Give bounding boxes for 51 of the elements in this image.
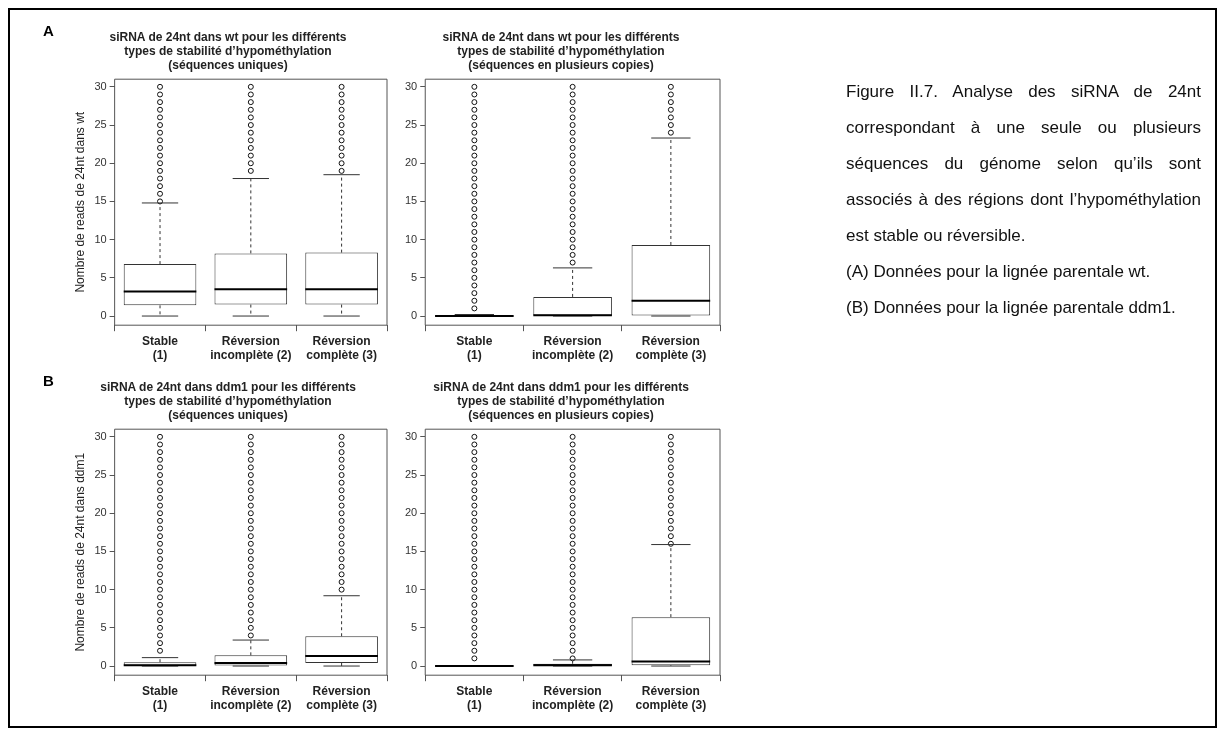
chart-title: siRNA de 24nt dans wt pour les différents types de stabilité d’hypométhylation (séquences uniques) <box>109 29 347 73</box>
x-tick-label: Stable (1) <box>456 333 493 363</box>
y-tick-label: 10 <box>404 582 418 595</box>
y-tick-label: 0 <box>100 659 107 672</box>
y-tick-label: 20 <box>404 156 418 169</box>
y-tick-label: 25 <box>404 118 418 131</box>
x-tick-label: Réversion incomplète (2) <box>210 683 292 713</box>
y-axis-title: Nombre de reads de 24nt dans wt <box>72 111 87 293</box>
chart-title: siRNA de 24nt dans ddm1 pour les différents types de stabilité d’hypométhylation (séquences uniques) <box>100 379 357 423</box>
y-tick-label: 0 <box>100 309 107 322</box>
y-tick-label: 25 <box>404 468 418 481</box>
text: (A) Données pour la lignée parentale wt. <box>846 261 1152 283</box>
y-tick-label: 30 <box>94 79 107 92</box>
y-axis-title: Nombre de reads de 24nt dans ddm1 <box>72 452 87 652</box>
y-tick-label: 5 <box>100 270 107 283</box>
y-tick-label: 15 <box>94 194 107 207</box>
chart-title: siRNA de 24nt dans wt pour les différents types de stabilité d’hypométhylation (séquences en plusieurs copies) <box>442 29 680 73</box>
x-tick-label: Stable (1) <box>142 683 179 713</box>
x-tick-label: Réversion incomplète (2) <box>531 683 614 713</box>
x-tick-label: Stable (1) <box>142 333 179 363</box>
x-tick-label: Réversion incomplète (2) <box>210 333 292 363</box>
y-tick-label: 0 <box>411 309 418 322</box>
x-tick-label: Réversion complète (3) <box>635 683 707 713</box>
chart-title: siRNA de 24nt dans ddm1 pour les différents types de stabilité d’hypométhylation (séquences en plusieurs copies) <box>433 379 690 423</box>
y-tick-label: 25 <box>94 468 107 481</box>
text: B <box>43 372 54 389</box>
text: A <box>43 22 54 39</box>
y-tick-label: 30 <box>94 429 107 442</box>
y-tick-label: 15 <box>404 194 418 207</box>
x-tick-label: Stable (1) <box>456 683 493 713</box>
x-tick-label: Réversion complète (3) <box>306 333 377 363</box>
y-tick-label: 15 <box>94 544 107 557</box>
y-tick-label: 5 <box>411 620 418 633</box>
y-tick-label: 25 <box>94 118 107 131</box>
y-tick-label: 30 <box>404 429 418 442</box>
x-tick-label: Réversion incomplète (2) <box>531 333 614 363</box>
y-tick-label: 20 <box>404 506 418 519</box>
y-tick-label: 0 <box>411 659 418 672</box>
y-tick-label: 20 <box>94 156 107 169</box>
y-tick-label: 5 <box>411 270 418 283</box>
y-tick-label: 10 <box>94 232 107 245</box>
x-tick-label: Réversion complète (3) <box>635 333 707 363</box>
y-tick-label: 20 <box>94 506 107 519</box>
x-tick-label: Réversion complète (3) <box>306 683 377 713</box>
y-tick-label: 10 <box>404 232 418 245</box>
y-tick-label: 10 <box>94 582 107 595</box>
text: (B) Données pour la lignée parentale ddm1. <box>846 297 1177 319</box>
y-tick-label: 5 <box>100 620 107 633</box>
y-tick-label: 15 <box>404 544 418 557</box>
y-tick-label: 30 <box>404 79 418 92</box>
text: Figure II.7. Analyse des siRNA de 24nt correspondant à une seule ou plusieurs séquences du génome selon qu’ils sont associés à des régions dont l’hypométhylation est stable ou réversible. <box>846 81 1201 247</box>
